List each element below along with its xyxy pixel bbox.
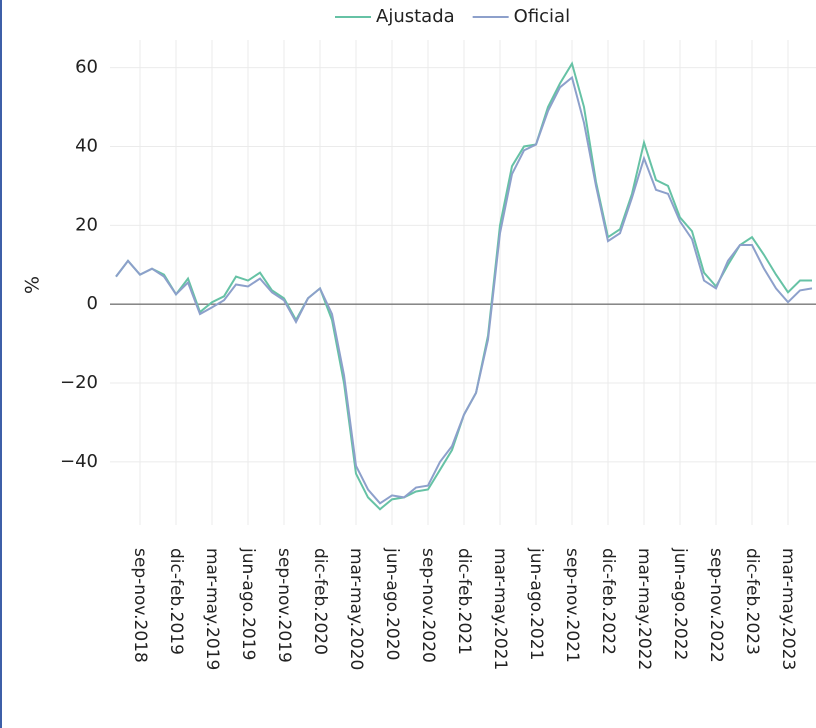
x-tick-label: jun-ago.2021 <box>526 547 546 660</box>
x-tick-label: sep-nov.2018 <box>130 548 150 663</box>
x-tick-label: dic-feb.2019 <box>166 548 186 655</box>
x-tick-label: mar-may.2021 <box>490 548 510 670</box>
window-edge <box>0 0 2 728</box>
x-tick-label: dic-feb.2021 <box>454 548 474 655</box>
y-tick-label: 0 <box>87 293 98 314</box>
y-tick-label: 60 <box>75 57 98 78</box>
x-tick-label: mar-may.2023 <box>778 548 798 670</box>
legend-label: Ajustada <box>376 6 455 27</box>
x-tick-label: sep-nov.2019 <box>274 548 294 663</box>
x-tick-label: dic-feb.2022 <box>598 548 618 655</box>
x-tick-label: dic-feb.2020 <box>310 548 330 655</box>
x-tick-label: sep-nov.2022 <box>706 548 726 663</box>
y-tick-label: −40 <box>60 451 98 472</box>
x-tick-label: jun-ago.2019 <box>238 547 258 660</box>
x-tick-label: dic-feb.2023 <box>742 548 762 655</box>
x-tick-label: mar-may.2022 <box>634 548 654 670</box>
y-axis-label: % <box>22 276 44 294</box>
x-tick-label: jun-ago.2022 <box>670 547 690 660</box>
legend-label: Oficial <box>514 6 570 27</box>
x-tick-label: mar-may.2020 <box>346 548 366 670</box>
x-tick-label: jun-ago.2020 <box>382 547 402 660</box>
y-tick-label: −20 <box>60 372 98 393</box>
y-tick-label: 20 <box>75 214 98 235</box>
x-tick-label: mar-may.2019 <box>202 548 222 670</box>
x-tick-label: sep-nov.2020 <box>418 548 438 663</box>
y-tick-label: 40 <box>75 135 98 156</box>
x-tick-label: sep-nov.2021 <box>562 548 582 663</box>
series-line <box>115 75 813 505</box>
